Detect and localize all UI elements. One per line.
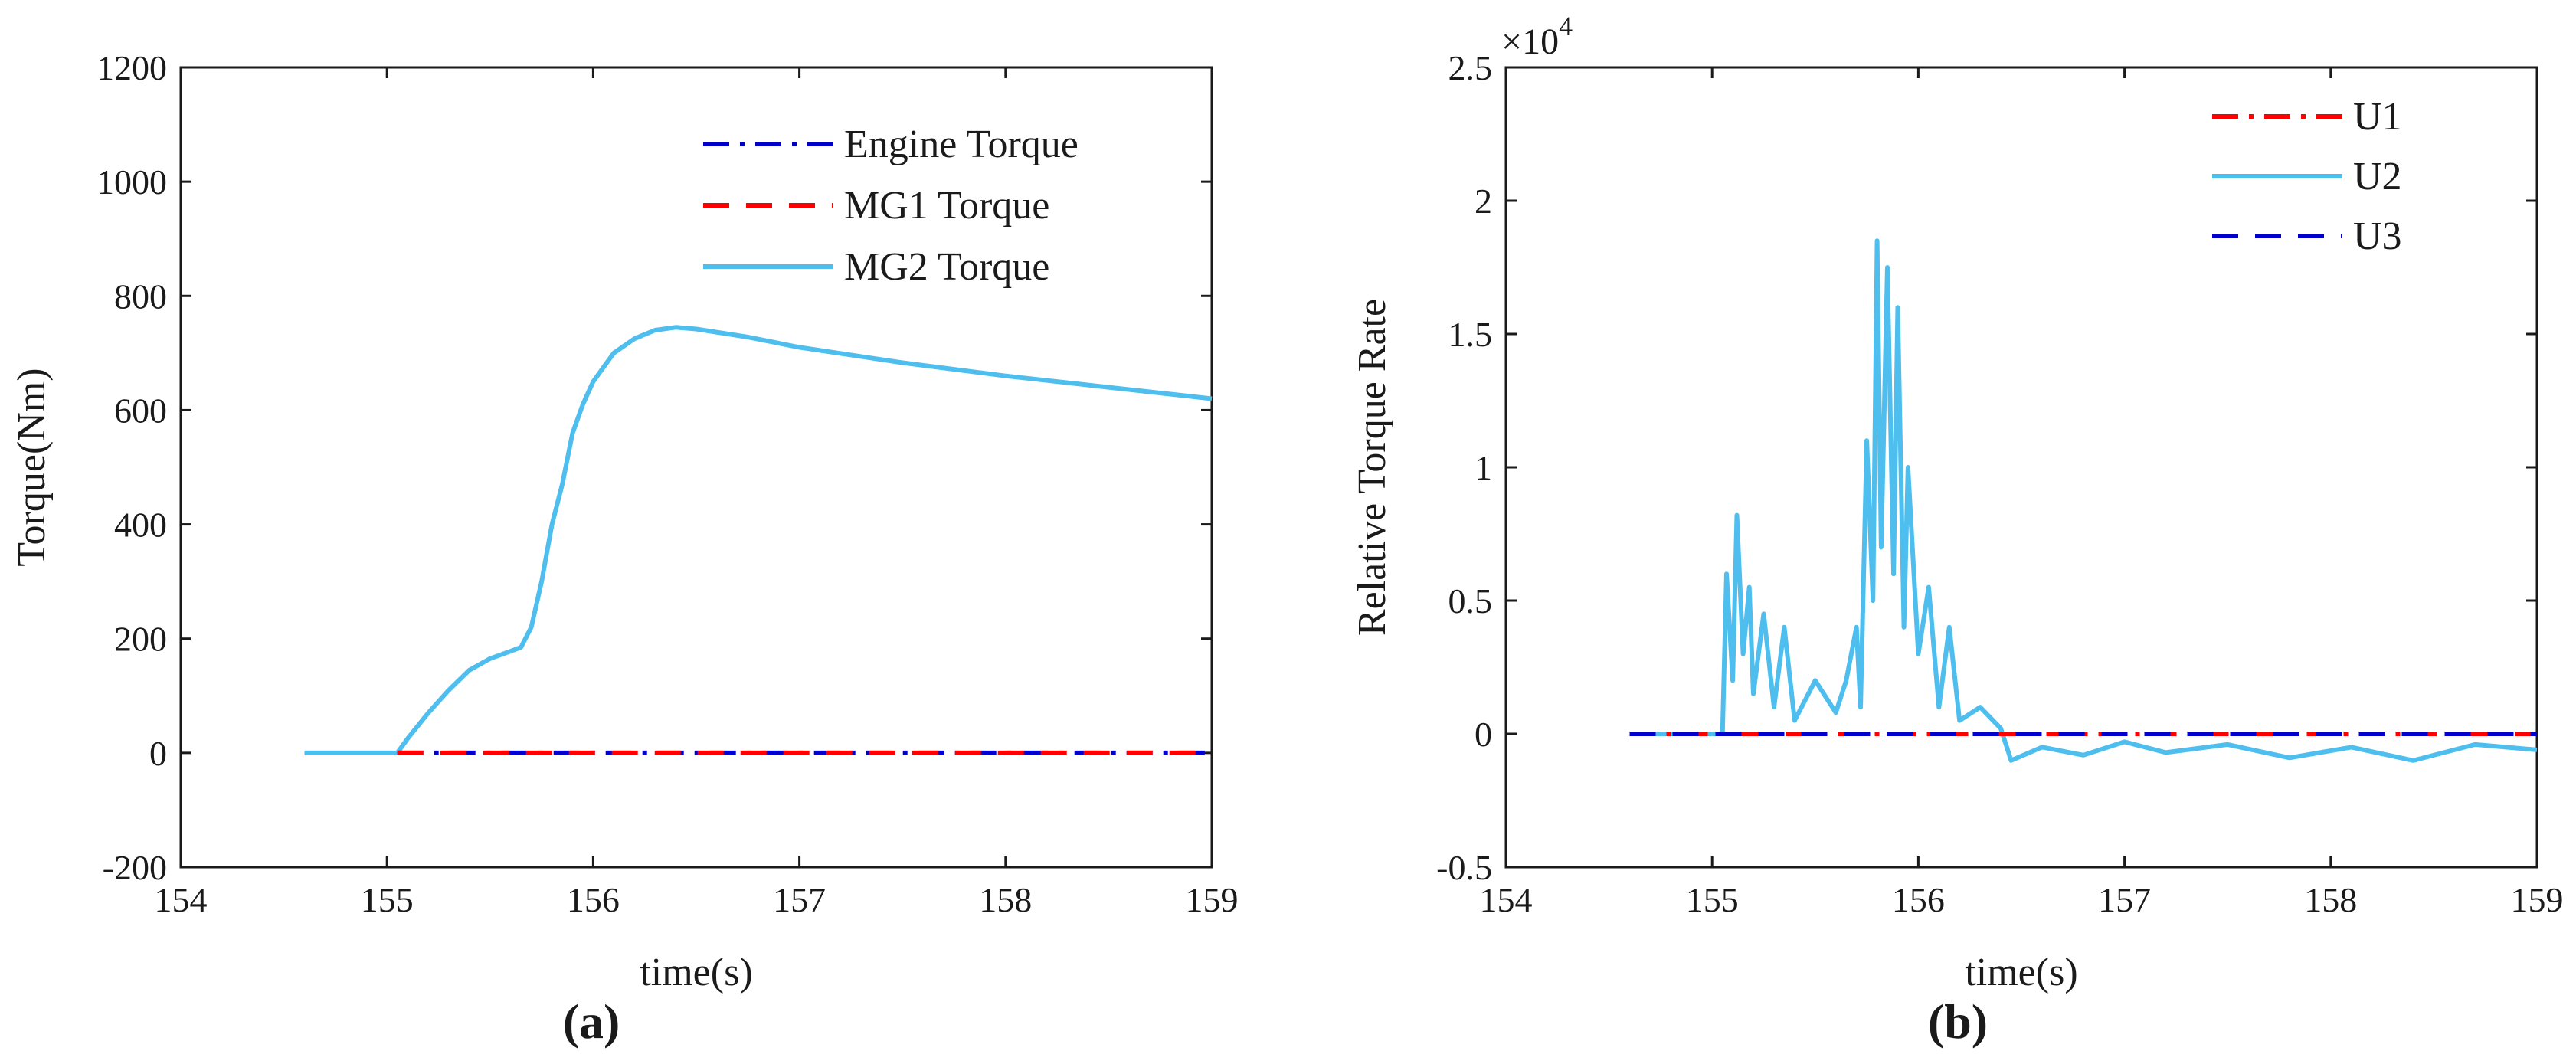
plot-frame-a [179,66,1213,869]
legend-label-u3: U3 [2353,214,2402,258]
legend-a: Engine Torque MG1 Torque MG2 Torque [703,123,1079,289]
x-tick-label: 157 [773,880,826,919]
y-exponent-base: ×10 [1501,21,1559,62]
y-tick-label: 0 [1475,715,1492,754]
caption-a: (a) [563,994,620,1049]
x-tick-label: 156 [567,880,620,919]
y-ticks-a: -200 0 200 400 600 800 1000 1200 [97,48,1212,887]
x-ticks-b: 154 155 156 157 158 159 [1480,67,2564,919]
x-tick-label: 158 [979,880,1032,919]
series-line-mg2-torque [304,325,1213,755]
legend-label-mg2-torque: MG2 Torque [844,245,1049,289]
x-tick-label: 157 [2098,880,2151,919]
series-line-u2 [1629,238,2538,763]
series-group-b [1629,238,2538,763]
series-group-a [304,325,1213,755]
y-tick-label: -0.5 [1436,848,1492,887]
y-tick-label: 1000 [97,162,167,201]
x-axis-label-b: time(s) [1965,951,2077,994]
legend-label-u2: U2 [2353,155,2402,198]
x-tick-label: 155 [361,880,414,919]
y-tick-label: 1 [1475,448,1492,487]
legend-label-engine-torque: Engine Torque [844,123,1079,166]
legend-label-u1: U1 [2353,95,2402,139]
x-tick-label: 159 [2511,880,2564,919]
x-tick-label: 158 [2304,880,2357,919]
x-tick-label: 155 [1686,880,1739,919]
x-tick-label: 159 [1186,880,1239,919]
y-exponent-power: 4 [1559,11,1573,41]
y-tick-label: 800 [114,277,167,316]
caption-b: (b) [1928,994,1988,1049]
y-tick-label: 1200 [97,48,167,87]
panel-a: 154 155 156 157 158 159 -200 0 200 400 600 800 1000… [10,48,1239,1049]
x-tick-label: 154 [1480,880,1533,919]
y-axis-label-a: Torque(Nm) [10,368,54,566]
x-axis-label-a: time(s) [640,951,752,994]
y-tick-label: 1.5 [1448,315,1493,354]
y-exponent-b: ×104 [1501,11,1573,62]
y-tick-label: 200 [114,620,167,659]
y-ticks-b: -0.5 0 0.5 1 1.5 2 2.5 [1436,48,2537,887]
legend-b: U1 U2 U3 [2212,95,2402,258]
legend-label-mg1-torque: MG1 Torque [844,184,1049,228]
y-tick-label: 600 [114,391,167,430]
y-tick-label: -200 [103,848,167,887]
y-tick-label: 2 [1475,182,1492,221]
y-tick-label: 400 [114,506,167,545]
panel-b: 154 155 156 157 158 159 -0.5 0 0.5 1 1.5 2 2.5 time… [1350,11,2564,1049]
y-axis-label-b: Relative Torque Rate [1350,299,1394,636]
x-tick-label: 154 [155,880,208,919]
y-tick-label: 2.5 [1448,48,1493,87]
x-tick-label: 156 [1892,880,1945,919]
x-ticks-a: 154 155 156 157 158 159 [155,67,1239,919]
y-tick-label: 0.5 [1448,581,1493,620]
y-tick-label: 0 [149,734,167,773]
